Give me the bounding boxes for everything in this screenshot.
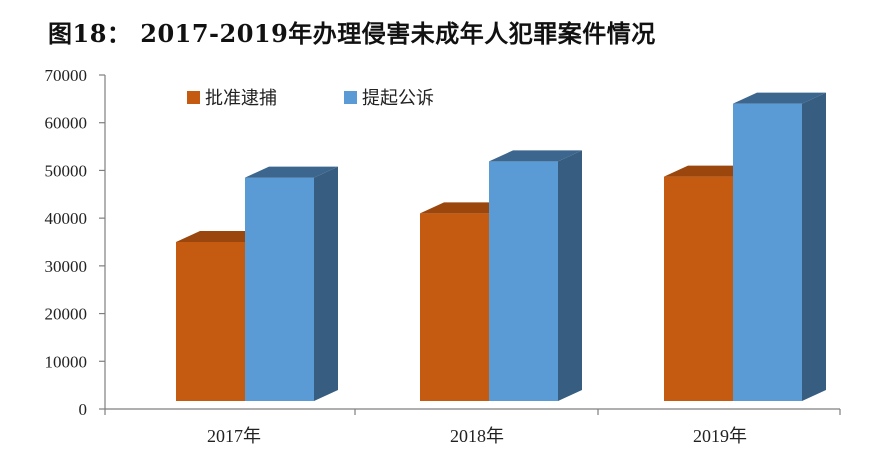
bar-side-face xyxy=(802,92,826,401)
bar-front-face xyxy=(176,242,245,401)
x-category-label: 2018年 xyxy=(450,426,504,446)
bar-side-face xyxy=(314,166,338,401)
y-tick-label: 20000 xyxy=(45,305,88,324)
x-category-label: 2017年 xyxy=(207,426,261,446)
chart-title: 图18： 2017-2019年办理侵害未成年人犯罪案件情况 xyxy=(48,19,656,48)
legend-swatch xyxy=(344,91,357,104)
y-tick-label: 70000 xyxy=(45,66,88,85)
y-tick-label: 50000 xyxy=(45,161,88,180)
legend-label: 批准逮捕 xyxy=(205,88,277,109)
y-tick-label: 0 xyxy=(79,400,88,419)
bar-front-face xyxy=(489,161,558,401)
legend-swatch xyxy=(187,91,200,104)
bar-top-face xyxy=(489,150,582,162)
bar-front-face xyxy=(733,103,802,401)
y-tick-label: 10000 xyxy=(45,352,88,371)
bar-front-face xyxy=(245,177,314,401)
y-tick-label: 60000 xyxy=(45,114,88,133)
bar-prosecution-2017年 xyxy=(245,166,338,401)
y-tick-label: 30000 xyxy=(45,257,88,276)
bar-front-face xyxy=(420,213,489,401)
bar-prosecution-2018年 xyxy=(489,150,582,401)
legend-label: 提起公诉 xyxy=(362,88,434,109)
bar-prosecution-2019年 xyxy=(733,92,826,401)
bar-top-face xyxy=(245,166,338,178)
y-tick-label: 40000 xyxy=(45,209,88,228)
bar-top-face xyxy=(733,92,826,104)
x-category-label: 2019年 xyxy=(693,426,747,446)
bar-side-face xyxy=(558,150,582,401)
bar-front-face xyxy=(664,176,733,401)
